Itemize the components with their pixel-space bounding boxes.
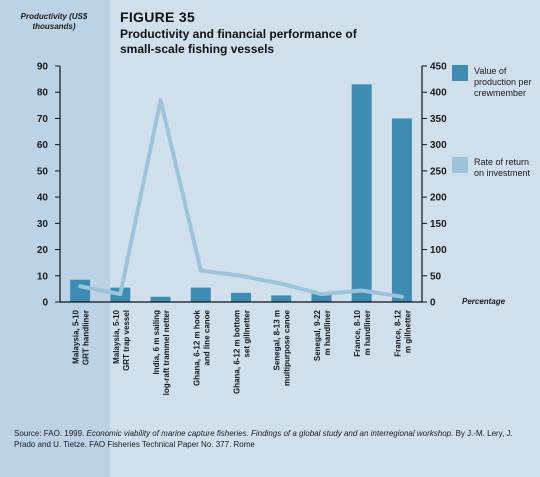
bar [391, 118, 412, 302]
source-title: Economic viability of marine capture fis… [86, 429, 454, 438]
bar [190, 287, 211, 302]
y2-tick-label: 450 [430, 62, 447, 73]
series-line [78, 98, 404, 299]
source-prefix: Source: FAO. 1999. [14, 429, 87, 438]
legend-swatch-line [452, 157, 468, 173]
y-tick-label: 30 [37, 219, 49, 230]
x-tick-label: France, 8-10m handliner [353, 309, 372, 356]
legend-label-bar: Value of production per crewmember [474, 66, 532, 98]
figure-label: FIGURE 35 [120, 9, 196, 25]
bar [351, 84, 372, 302]
y-axis-title: Productivity (US$ thousands) [20, 12, 88, 31]
source-note: Source: FAO. 1999. Economic viability of… [14, 428, 514, 450]
legend-label-line: Rate of return on investment [474, 157, 531, 178]
x-tick-label: Ghana, 6-12 m hookand line canoe [192, 309, 211, 386]
legend-swatch-bar [452, 65, 468, 81]
y-tick-label: 10 [37, 271, 49, 282]
x-tick-label: Senegal, 8-13 mmultipurpose canoe [273, 309, 292, 386]
x-tick-label: Malaysia, 5-10GRT trap vessel [112, 309, 131, 370]
y-tick-label: 20 [37, 245, 49, 256]
y-tick-label: 80 [37, 88, 49, 99]
y2-tick-label: 0 [430, 298, 436, 309]
y-tick-label: 90 [37, 62, 49, 73]
y2-tick-label: 300 [430, 140, 447, 151]
y2-tick-label: 200 [430, 193, 447, 204]
y2-axis-title: Percentage [462, 297, 506, 306]
y2-tick-label: 100 [430, 245, 447, 256]
y2-tick-label: 250 [430, 166, 447, 177]
x-tick-label: France, 8-12m gillnetter [393, 309, 412, 356]
bar [150, 296, 171, 302]
bar [271, 295, 292, 302]
y2-tick-label: 400 [430, 88, 447, 99]
figure-title: Productivity and financial performance o… [120, 27, 357, 56]
y2-tick-label: 150 [430, 219, 447, 230]
x-tick-label: Malaysia, 5-10GRT handliner [72, 309, 91, 365]
y-tick-label: 50 [37, 166, 49, 177]
x-tick-label: Senegal, 9-22m handliner [313, 309, 332, 361]
y-tick-label: 70 [37, 114, 49, 125]
x-tick-label: Ghana, 6-12 m bottomset gillnetter [233, 310, 252, 394]
x-tick-label: India, 6 m sailinglog-raft trammel nette… [152, 310, 171, 395]
left-band [0, 0, 110, 477]
bar [231, 292, 251, 302]
source-suffix: By J.-M. Lery, J. Prado and U. Tietze. F… [14, 429, 513, 449]
y-tick-label: 40 [37, 193, 49, 204]
y2-tick-label: 50 [430, 271, 442, 282]
y2-tick-label: 350 [430, 114, 447, 125]
y-tick-label: 0 [42, 298, 48, 309]
y-tick-label: 60 [37, 140, 49, 151]
bar [70, 279, 91, 302]
bar [311, 294, 332, 302]
